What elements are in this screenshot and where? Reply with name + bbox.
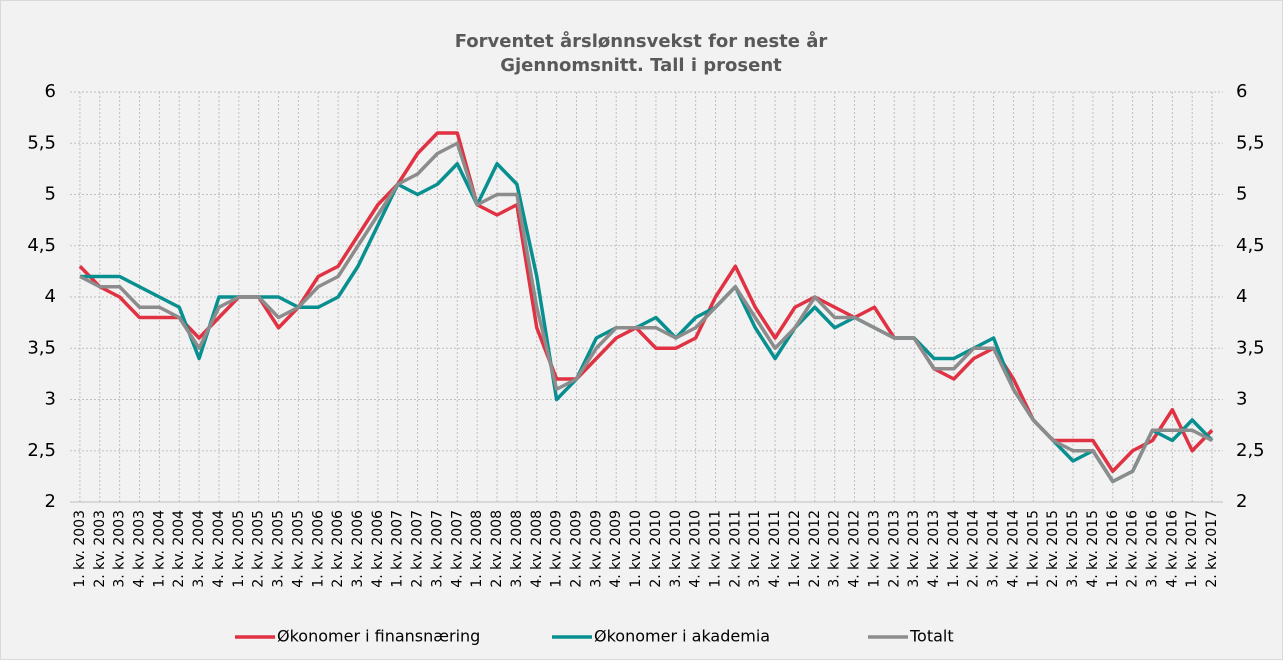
y2-tick-label: 5 — [1236, 184, 1247, 205]
x-tick-label: 4. kv. 2008 — [529, 510, 545, 588]
x-tick-label: 2. kv. 2016 — [1125, 510, 1141, 588]
y-tick-label: 3,5 — [27, 337, 56, 358]
x-tick-label: 3. kv. 2007 — [429, 510, 445, 588]
x-tick-label: 1. kv. 2017 — [1184, 510, 1200, 588]
x-tick-label: 2. kv. 2010 — [648, 510, 664, 588]
x-tick-label: 1. kv. 2011 — [708, 510, 724, 588]
x-tick-label: 3. kv. 2005 — [271, 510, 287, 588]
x-tick-label: 2. kv. 2004 — [171, 510, 187, 588]
x-tick-label: 3. kv. 2006 — [350, 510, 366, 588]
legend-label: Økonomer i akademia — [594, 627, 770, 646]
x-tick-label: 4. kv. 2005 — [290, 510, 306, 588]
legend-label: Totalt — [909, 627, 954, 646]
x-tick-label: 1. kv. 2008 — [469, 510, 485, 588]
y-tick-label: 5,5 — [27, 132, 56, 153]
x-tick-label: 3. kv. 2004 — [191, 510, 207, 588]
x-tick-label: 2. kv. 2013 — [886, 510, 902, 588]
x-tick-label: 4. kv. 2016 — [1164, 510, 1180, 588]
x-tick-label: 1. kv. 2007 — [390, 510, 406, 588]
y-tick-label: 5 — [45, 184, 56, 205]
y2-tick-label: 4 — [1236, 286, 1247, 307]
y2-tick-label: 2 — [1236, 491, 1247, 512]
x-tick-label: 2. kv. 2009 — [568, 510, 584, 588]
x-tick-label: 3. kv. 2009 — [588, 510, 604, 588]
x-tick-label: 3. kv. 2011 — [747, 510, 763, 588]
x-tick-label: 4. kv. 2007 — [449, 510, 465, 588]
x-tick-label: 2. kv. 2007 — [410, 510, 426, 588]
x-tick-label: 4. kv. 2012 — [847, 510, 863, 588]
y2-tick-label: 3 — [1236, 389, 1247, 410]
y-tick-label: 3 — [45, 389, 56, 410]
x-tick-label: 2. kv. 2017 — [1204, 510, 1220, 588]
x-tick-label: 3. kv. 2013 — [906, 510, 922, 588]
series-line — [78, 131, 1214, 473]
y2-tick-label: 2,5 — [1236, 440, 1265, 461]
x-tick-label: 2. kv. 2015 — [1045, 510, 1061, 588]
x-tick-label: 1. kv. 2006 — [310, 510, 326, 588]
x-tick-label: 1. kv. 2013 — [866, 510, 882, 588]
x-tick-label: 4. kv. 2014 — [1005, 510, 1021, 588]
x-tick-label: 4. kv. 2003 — [132, 510, 148, 588]
x-tick-label: 1. kv. 2004 — [151, 510, 167, 588]
chart-subtitle: Gjennomsnitt. Tall i prosent — [500, 55, 782, 76]
y2-tick-label: 3,5 — [1236, 337, 1265, 358]
x-tick-label: 4. kv. 2009 — [608, 510, 624, 588]
x-tick-label: 2. kv. 2011 — [727, 510, 743, 588]
y2-tick-label: 5,5 — [1236, 132, 1265, 153]
x-tick-label: 3. kv. 2008 — [509, 510, 525, 588]
x-tick-label: 4. kv. 2011 — [767, 510, 783, 588]
x-tick-label: 4. kv. 2010 — [688, 510, 704, 588]
x-tick-label: 1. kv. 2005 — [231, 510, 247, 588]
x-tick-label: 2. kv. 2008 — [489, 510, 505, 588]
x-tick-label: 4. kv. 2015 — [1085, 510, 1101, 588]
y-tick-label: 6 — [45, 81, 56, 102]
x-tick-label: 1. kv. 2009 — [549, 510, 565, 588]
x-tick-label: 2. kv. 2006 — [330, 510, 346, 588]
x-tick-label: 3. kv. 2015 — [1065, 510, 1081, 588]
x-tick-label: 2. kv. 2014 — [966, 510, 982, 588]
x-tick-label: 4. kv. 2013 — [926, 510, 942, 588]
y2-tick-label: 4,5 — [1236, 235, 1265, 256]
x-tick-label: 2. kv. 2005 — [251, 510, 267, 588]
x-tick-label: 3. kv. 2010 — [668, 510, 684, 588]
x-tick-label: 1. kv. 2016 — [1105, 510, 1121, 588]
x-tick-label: 3. kv. 2016 — [1144, 510, 1160, 588]
x-tick-label: 1. kv. 2003 — [72, 510, 88, 588]
x-tick-label: 4. kv. 2004 — [211, 510, 227, 588]
y-tick-label: 2 — [45, 491, 56, 512]
x-tick-label: 3. kv. 2012 — [827, 510, 843, 588]
y-tick-label: 4 — [45, 286, 56, 307]
y-tick-label: 4,5 — [27, 235, 56, 256]
series-line — [79, 141, 1213, 484]
x-tick-label: 3. kv. 2014 — [986, 510, 1002, 588]
chart-title: Forventet årslønnsvekst for neste år — [455, 30, 828, 52]
x-tick-label: 3. kv. 2003 — [112, 510, 128, 588]
x-tick-label: 1. kv. 2015 — [1025, 510, 1041, 588]
x-tick-label: 1. kv. 2012 — [787, 510, 803, 588]
x-tick-label: 2. kv. 2003 — [92, 510, 108, 588]
x-tick-label: 4. kv. 2006 — [370, 510, 386, 588]
x-tick-label: 1. kv. 2010 — [628, 510, 644, 588]
y2-tick-label: 6 — [1236, 81, 1247, 102]
x-tick-label: 1. kv. 2014 — [946, 510, 962, 588]
x-tick-label: 2. kv. 2012 — [807, 510, 823, 588]
y-tick-label: 2,5 — [27, 440, 56, 461]
legend-label: Økonomer i finansnæring — [277, 627, 480, 646]
